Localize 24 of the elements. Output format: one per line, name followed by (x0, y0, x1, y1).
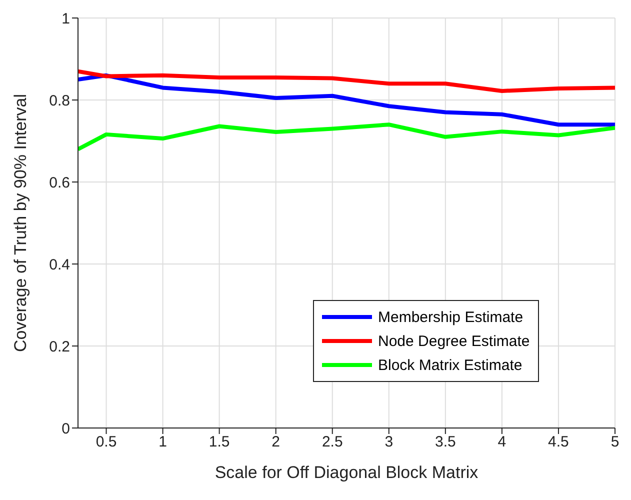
x-tick-label: 2 (272, 434, 280, 451)
x-tick-label: 2.5 (322, 434, 343, 451)
line-series (78, 73, 615, 127)
y-tick-label: 0.8 (49, 92, 70, 110)
legend-label: Block Matrix Estimate (378, 356, 522, 374)
x-tick-label: 4 (498, 434, 506, 451)
x-tick-label: 0.5 (96, 434, 117, 451)
x-tick-label: 4.5 (548, 434, 569, 451)
legend-label: Node Degree Estimate (378, 332, 530, 350)
y-tick-label: 0 (62, 420, 70, 438)
y-tick-label: 0.6 (49, 174, 70, 192)
legend-label: Membership Estimate (378, 308, 524, 326)
y-tick-label: 1 (62, 10, 70, 28)
x-tick-label: 3 (384, 434, 394, 451)
y-axis-title: Coverage of Truth by 90% Interval (11, 94, 30, 352)
x-tick-label: 5 (610, 434, 620, 451)
x-tick-label: 1.5 (208, 434, 230, 451)
line-series (78, 69, 615, 93)
line-series (78, 122, 615, 152)
x-tick-label: 1 (158, 434, 167, 451)
x-axis-title: Scale for Off Diagonal Block Matrix (214, 463, 479, 482)
y-tick-label: 0.4 (49, 256, 70, 274)
x-tick-label: 3.5 (434, 434, 456, 451)
y-tick-label: 0.2 (49, 338, 70, 356)
